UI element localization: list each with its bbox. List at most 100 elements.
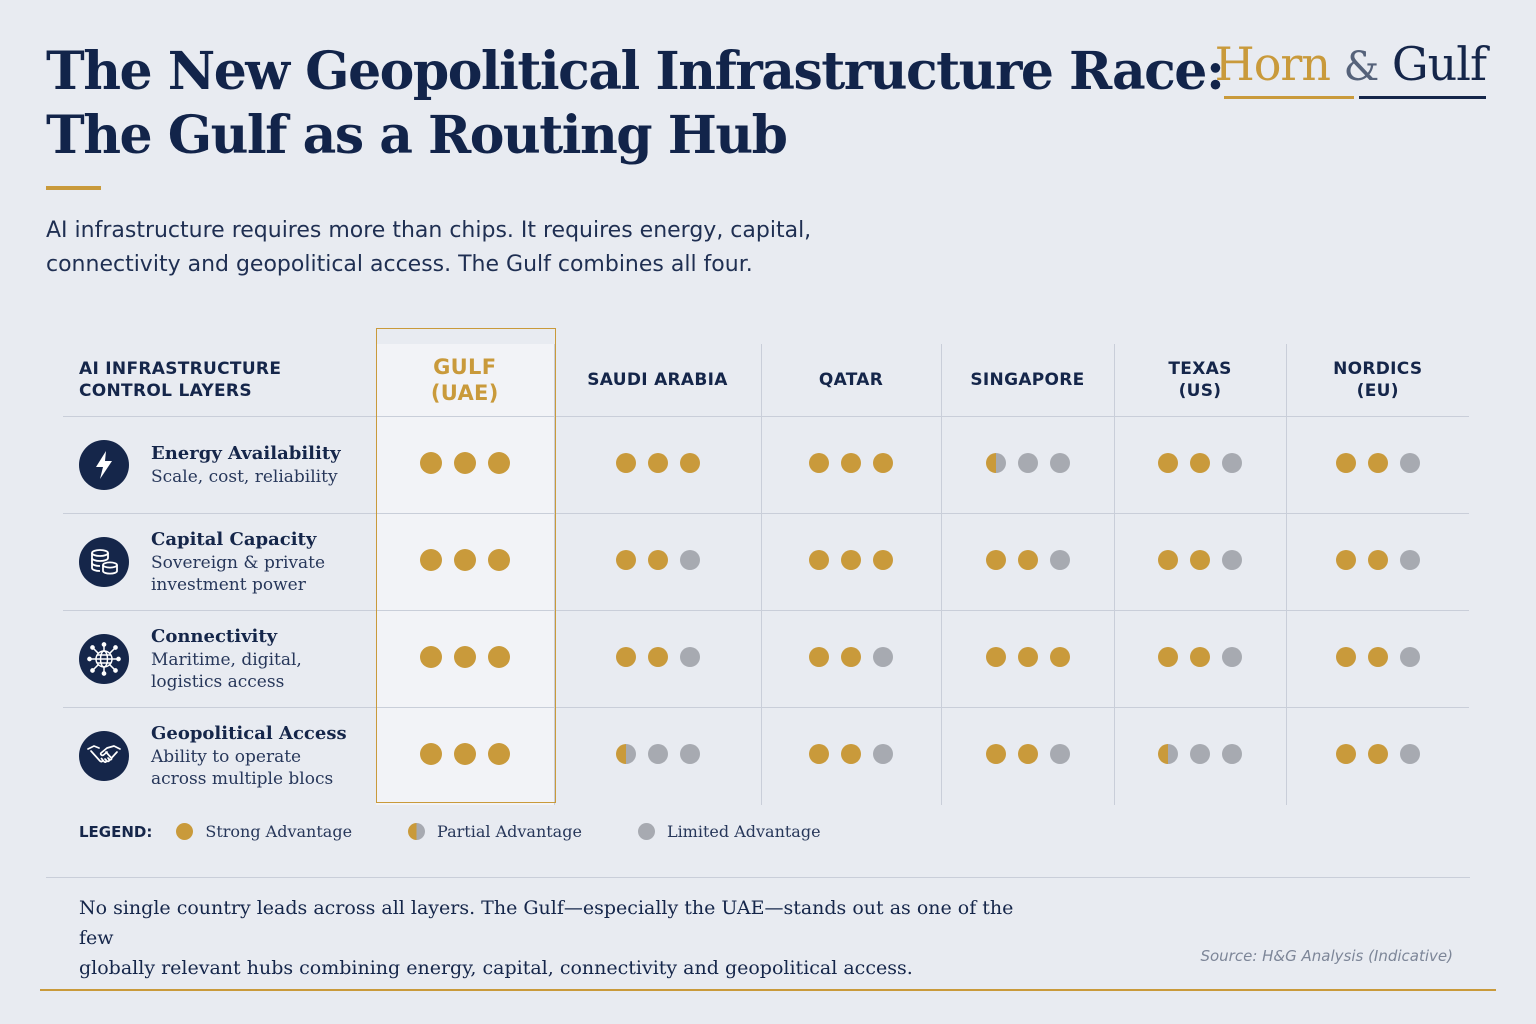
strong-advantage-dot xyxy=(1158,646,1178,667)
layer-cell: Geopolitical Access Ability to operate ac… xyxy=(63,708,376,805)
strong-advantage-dot xyxy=(1190,549,1210,570)
strong-advantage-dot xyxy=(615,646,636,667)
limited-advantage-dot xyxy=(679,549,700,570)
matrix-row: Energy Availability Scale, cost, reliabil… xyxy=(63,416,1469,514)
strong-advantage-dot xyxy=(419,548,442,571)
strong-advantage-dot xyxy=(679,452,700,473)
score-cell xyxy=(1285,416,1469,514)
strong-advantage-dot xyxy=(419,742,442,765)
strong-advantage-dot xyxy=(1367,452,1388,473)
layer-name: Geopolitical Access xyxy=(151,723,347,745)
strong-advantage-dot xyxy=(1335,452,1356,473)
conclusion-text: No single country leads across all layer… xyxy=(79,893,1039,983)
strong-advantage-dot xyxy=(1017,549,1038,570)
brand-part-horn: Horn xyxy=(1214,37,1331,91)
layer-info: Capital Capacity Sovereign & private inve… xyxy=(63,528,376,596)
bottom-accent-rule xyxy=(40,989,1496,991)
strong-advantage-dot xyxy=(487,742,510,765)
layer-text: Energy Availability Scale, cost, reliabil… xyxy=(151,442,351,488)
score-cell xyxy=(1285,707,1469,805)
strong-advantage-dot xyxy=(1335,743,1356,764)
strong-advantage-dot xyxy=(841,452,861,473)
layer-info: Energy Availability Scale, cost, reliabil… xyxy=(63,440,376,490)
strong-advantage-dot xyxy=(453,451,476,474)
score-dots xyxy=(1158,452,1242,473)
matrix-row: Capital Capacity Sovereign & private inve… xyxy=(63,513,1469,611)
strong-advantage-dot xyxy=(1158,452,1178,473)
limited-advantage-dot xyxy=(1222,743,1242,764)
column-header-line: SAUDI ARABIA xyxy=(587,370,728,390)
score-dots xyxy=(809,452,893,473)
brand-rule-navy xyxy=(1359,96,1486,99)
strong-advantage-dot xyxy=(453,645,476,668)
column-header-line: SINGAPORE xyxy=(970,370,1085,390)
network-globe-icon xyxy=(79,634,129,684)
score-dots xyxy=(985,646,1070,667)
score-cell xyxy=(1113,513,1286,611)
legend-item-strong: Strong Advantage xyxy=(176,822,352,841)
strong-advantage-dot xyxy=(176,823,194,840)
score-dots xyxy=(1158,646,1242,667)
legend: LEGEND: Strong Advantage Partial Advanta… xyxy=(79,822,877,841)
strong-advantage-dot xyxy=(809,452,829,473)
conclusion-line-1: No single country leads across all layer… xyxy=(79,897,1014,949)
strong-advantage-dot xyxy=(985,743,1006,764)
layer-description: Ability to operate across multiple blocs xyxy=(151,747,334,790)
score-cell xyxy=(940,416,1114,514)
footer-divider xyxy=(46,877,1470,878)
strong-advantage-dot xyxy=(1049,646,1070,667)
strong-advantage-dot xyxy=(487,645,510,668)
subtitle-line-2: connectivity and geopolitical access. Th… xyxy=(46,252,753,277)
lightning-icon xyxy=(79,440,129,490)
strong-advantage-dot xyxy=(453,548,476,571)
limited-advantage-dot xyxy=(1222,452,1242,473)
score-cell xyxy=(553,416,761,514)
strong-advantage-dot xyxy=(1367,743,1388,764)
strong-advantage-dot xyxy=(1017,646,1038,667)
score-dots xyxy=(1158,549,1242,570)
layer-cell: Capital Capacity Sovereign & private inve… xyxy=(63,514,376,611)
strong-advantage-dot xyxy=(487,548,510,571)
strong-advantage-dot xyxy=(1367,549,1388,570)
limited-advantage-dot xyxy=(637,823,655,840)
limited-advantage-dot xyxy=(1190,743,1210,764)
column-header-line: (UAE) xyxy=(430,381,499,405)
score-dots xyxy=(985,549,1070,570)
score-cell xyxy=(940,707,1114,805)
column-header-line: TEXAS xyxy=(1168,359,1232,379)
score-dots xyxy=(615,743,700,764)
column-header-line: (US) xyxy=(1178,381,1222,401)
strong-advantage-dot xyxy=(841,646,861,667)
strong-advantage-dot xyxy=(809,743,829,764)
limited-advantage-dot xyxy=(679,743,700,764)
score-cell xyxy=(1113,610,1286,708)
layer-description: Sovereign & private investment power xyxy=(151,553,326,595)
score-dots xyxy=(615,452,700,473)
limited-advantage-dot xyxy=(1049,549,1070,570)
layer-description: Maritime, digital, logistics access xyxy=(151,650,302,692)
column-header-gulf-uae: GULF (UAE) xyxy=(376,344,554,417)
strong-advantage-dot xyxy=(809,646,829,667)
score-dots xyxy=(1335,646,1420,667)
limited-advantage-dot xyxy=(1399,452,1420,473)
score-dots xyxy=(985,743,1070,764)
strong-advantage-dot xyxy=(1190,452,1210,473)
strong-advantage-dot xyxy=(615,452,636,473)
layer-description: Scale, cost, reliability xyxy=(151,467,338,487)
layers-header-line-2: CONTROL LAYERS xyxy=(79,381,252,401)
strong-advantage-dot xyxy=(1158,549,1178,570)
strong-advantage-dot xyxy=(1335,646,1356,667)
score-cell xyxy=(1113,416,1286,514)
subtitle-line-1: AI infrastructure requires more than chi… xyxy=(46,218,812,243)
column-header-texas-us: TEXAS (US) xyxy=(1113,344,1286,417)
layer-name: Connectivity xyxy=(151,626,278,647)
score-dots xyxy=(419,742,510,765)
layer-cell: Connectivity Maritime, digital, logistics… xyxy=(63,611,376,708)
score-dots xyxy=(1335,743,1420,764)
layer-name: Energy Availability xyxy=(151,443,341,464)
brand-ampersand: & xyxy=(1343,44,1380,90)
legend-item-label: Strong Advantage xyxy=(205,822,353,841)
column-header-saudi-arabia: SAUDI ARABIA xyxy=(553,344,761,417)
partial-advantage-dot xyxy=(408,823,426,840)
score-cell xyxy=(553,610,761,708)
